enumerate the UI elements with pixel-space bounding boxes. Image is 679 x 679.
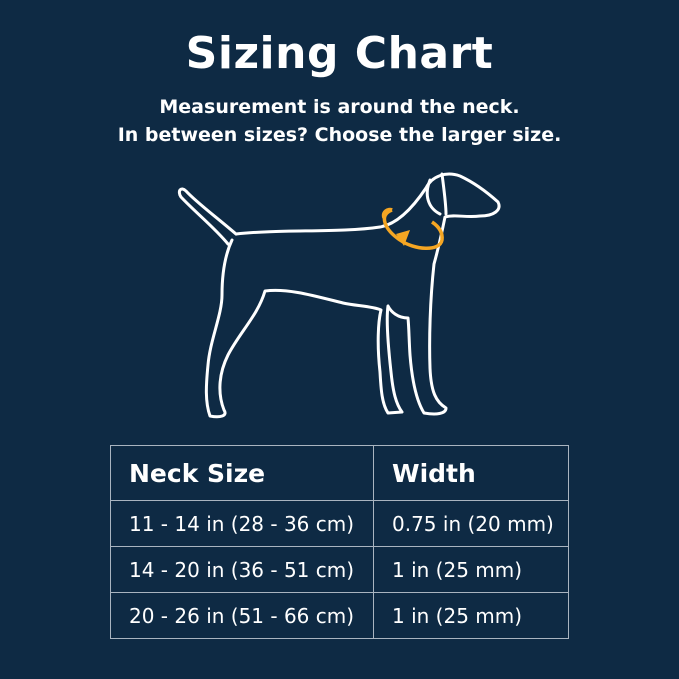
neck-size-cell: 14 - 20 in (36 - 51 cm) — [110, 546, 374, 593]
dog-tail — [177, 187, 238, 246]
header-width: Width — [373, 445, 569, 501]
table-row: 11 - 14 in (28 - 36 cm) 0.75 in (20 mm) — [110, 500, 569, 547]
neck-measure-icon — [381, 207, 444, 250]
table-row: 20 - 26 in (51 - 66 cm) 1 in (25 mm) — [110, 592, 569, 639]
neck-size-cell: 20 - 26 in (51 - 66 cm) — [110, 592, 374, 639]
width-cell: 1 in (25 mm) — [373, 546, 569, 593]
page-title: Sizing Chart — [185, 28, 494, 79]
width-cell: 1 in (25 mm) — [373, 592, 569, 639]
dog-body — [204, 172, 501, 419]
subtitle-line-1: Measurement is around the neck. — [159, 96, 520, 118]
table-row: 14 - 20 in (36 - 51 cm) 1 in (25 mm) — [110, 546, 569, 593]
header-neck-size: Neck Size — [110, 445, 374, 501]
table-header-row: Neck Size Width — [110, 445, 569, 501]
subtitle-line-2: In between sizes? Choose the larger size… — [117, 124, 562, 146]
dog-ear — [425, 172, 448, 216]
width-cell: 0.75 in (20 mm) — [373, 500, 569, 547]
sizing-table: Neck Size Width 11 - 14 in (28 - 36 cm) … — [110, 445, 569, 639]
neck-size-cell: 11 - 14 in (28 - 36 cm) — [110, 500, 374, 547]
